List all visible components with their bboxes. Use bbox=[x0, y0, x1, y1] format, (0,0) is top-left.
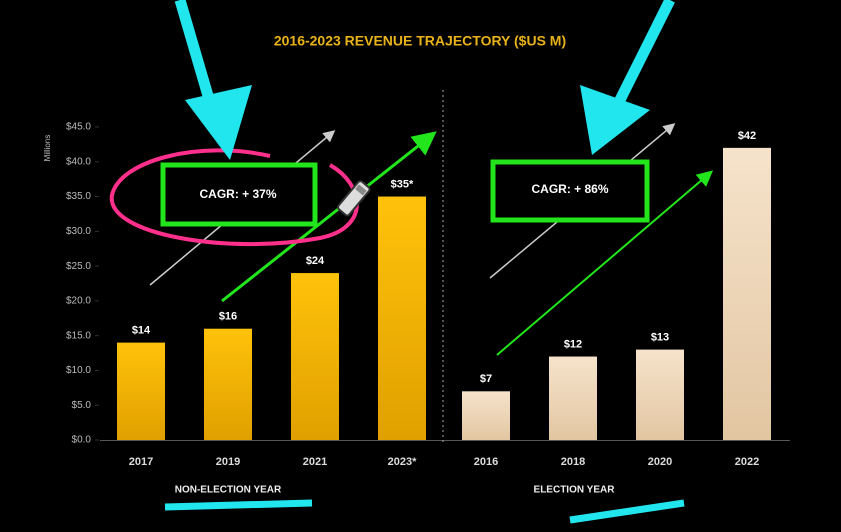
highlight-arrow bbox=[496, 170, 714, 356]
annotation: CAGR: + 37% bbox=[199, 187, 276, 201]
y-tick-label: $20.0 bbox=[66, 296, 91, 307]
x-tick-label: 2016 bbox=[474, 456, 498, 468]
highlight-circle bbox=[109, 148, 359, 247]
x-tick-label: 2022 bbox=[735, 456, 759, 468]
value-label: $12 bbox=[564, 338, 582, 350]
group-label: NON-ELECTION YEAR bbox=[175, 485, 282, 496]
annotation-box bbox=[160, 162, 318, 227]
pointer-arrow-head bbox=[580, 85, 650, 155]
bar bbox=[723, 147, 771, 440]
highlight-arrow bbox=[221, 131, 437, 303]
annotation: CAGR: + 86% bbox=[531, 182, 608, 196]
y-tick-label: $30.0 bbox=[66, 226, 91, 237]
x-tick-label: 2017 bbox=[129, 456, 153, 468]
bar bbox=[378, 196, 426, 440]
bar bbox=[204, 328, 252, 440]
bar bbox=[291, 273, 339, 440]
value-label: $7 bbox=[480, 373, 492, 385]
bar bbox=[117, 342, 165, 440]
value-label: $24 bbox=[306, 255, 325, 267]
y-tick-label: $35.0 bbox=[66, 191, 91, 202]
y-tick-label: $10.0 bbox=[66, 365, 91, 376]
value-label: $14 bbox=[132, 325, 151, 337]
value-label: $16 bbox=[219, 311, 237, 323]
bar bbox=[549, 356, 597, 440]
underline bbox=[164, 499, 313, 511]
chart-title: 2016-2023 REVENUE TRAJECTORY ($US M) bbox=[274, 33, 566, 49]
x-tick-label: 2023* bbox=[388, 456, 417, 468]
x-tick-label: 2019 bbox=[216, 456, 240, 468]
x-tick-label: 2021 bbox=[303, 456, 327, 468]
y-tick-label: $45.0 bbox=[66, 122, 91, 133]
y-tick-label: $40.0 bbox=[66, 156, 91, 167]
bar bbox=[636, 349, 684, 440]
group-label: ELECTION YEAR bbox=[534, 485, 616, 496]
x-tick-label: 2018 bbox=[561, 456, 585, 468]
y-axis-label: Millions bbox=[43, 135, 52, 162]
cursor bbox=[337, 180, 371, 217]
value-label: $42 bbox=[738, 130, 756, 142]
underline bbox=[569, 499, 685, 524]
annotation-box bbox=[490, 159, 650, 223]
pointer-arrow-head bbox=[185, 85, 252, 160]
value-label: $35* bbox=[391, 178, 414, 190]
y-tick-label: $0.0 bbox=[72, 435, 92, 446]
y-tick-label: $15.0 bbox=[66, 330, 91, 341]
x-tick-label: 2020 bbox=[648, 456, 672, 468]
bar bbox=[462, 391, 510, 440]
y-tick-label: $25.0 bbox=[66, 261, 91, 272]
value-label: $13 bbox=[651, 331, 669, 343]
y-tick-label: $5.0 bbox=[72, 400, 92, 411]
